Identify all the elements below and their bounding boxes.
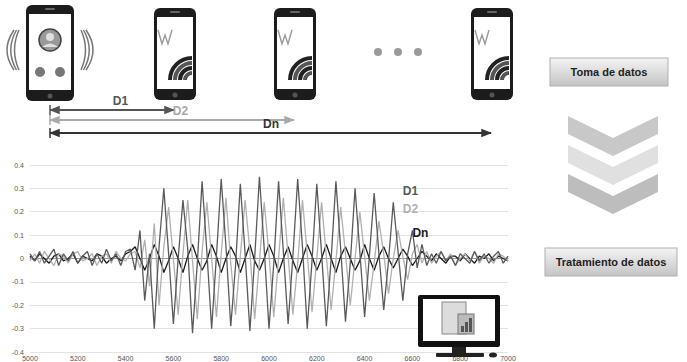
svg-text:7000: 7000 — [500, 355, 516, 362]
svg-text:6600: 6600 — [405, 355, 421, 362]
svg-text:-0.3: -0.3 — [12, 325, 24, 332]
svg-text:D1: D1 — [403, 184, 419, 198]
svg-text:D2: D2 — [173, 104, 189, 118]
svg-text:-0.1: -0.1 — [12, 278, 24, 285]
svg-text:6400: 6400 — [357, 355, 373, 362]
svg-text:6000: 6000 — [261, 355, 277, 362]
svg-text:0.2: 0.2 — [14, 208, 24, 215]
svg-text:0: 0 — [20, 255, 24, 262]
svg-text:-0.4: -0.4 — [11, 348, 24, 356]
svg-text:5600: 5600 — [166, 355, 182, 362]
svg-text:Tratamiento de datos: Tratamiento de datos — [556, 256, 667, 268]
svg-text:-0.2: -0.2 — [12, 302, 24, 309]
svg-text:5800: 5800 — [213, 355, 229, 362]
svg-text:5200: 5200 — [70, 355, 86, 362]
svg-text:0.1: 0.1 — [14, 232, 24, 239]
svg-text:6800: 6800 — [452, 355, 468, 362]
svg-text:5400: 5400 — [118, 355, 134, 362]
svg-text:Dn: Dn — [412, 226, 428, 240]
svg-text:6200: 6200 — [309, 355, 325, 362]
svg-text:D2: D2 — [403, 202, 419, 216]
svg-text:5000: 5000 — [22, 355, 38, 362]
svg-text:Dn: Dn — [263, 117, 279, 131]
svg-text:0.3: 0.3 — [14, 185, 24, 192]
svg-text:D1: D1 — [113, 94, 129, 108]
svg-text:Toma de datos: Toma de datos — [571, 66, 648, 78]
svg-text:0.4: 0.4 — [14, 162, 24, 169]
